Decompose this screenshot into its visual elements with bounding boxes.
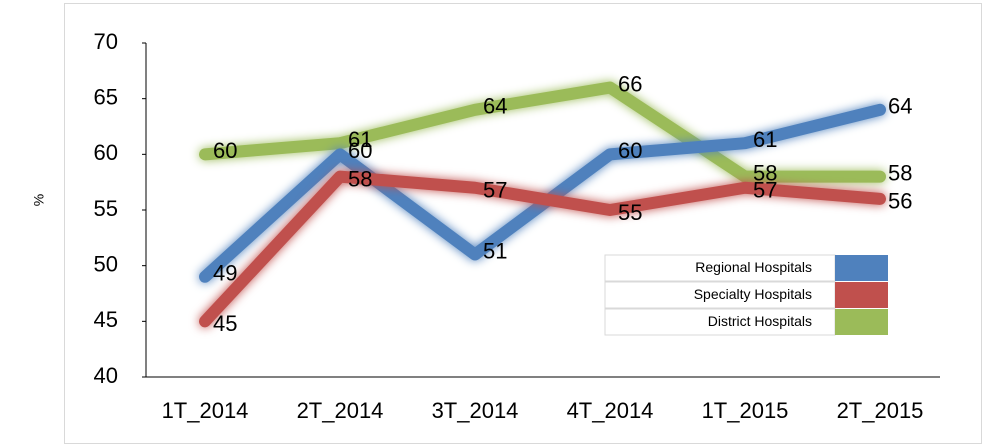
y-tick-label: 55 xyxy=(94,196,118,221)
y-tick-label: 70 xyxy=(94,29,118,54)
data-label: 60 xyxy=(618,138,642,163)
data-label: 49 xyxy=(213,261,237,286)
legend-swatch xyxy=(835,282,888,308)
data-label: 58 xyxy=(753,160,777,185)
x-tick-label: 3T_2014 xyxy=(432,398,519,423)
legend-row xyxy=(604,254,836,282)
legend-swatch xyxy=(835,255,888,281)
data-label: 66 xyxy=(618,71,642,96)
y-axis-label: % xyxy=(31,194,47,206)
data-label: 60 xyxy=(348,138,372,163)
series-line xyxy=(199,170,886,328)
legend-row xyxy=(604,308,836,336)
data-label: 57 xyxy=(483,178,507,203)
data-label: 51 xyxy=(483,238,507,263)
legend-label: District Hospitals xyxy=(708,313,812,329)
data-label: 61 xyxy=(348,127,372,152)
y-tick-label: 65 xyxy=(94,84,118,109)
x-tick-label: 1T_2014 xyxy=(162,398,249,423)
data-label: 60 xyxy=(213,138,237,163)
x-tick-label: 4T_2014 xyxy=(567,398,654,423)
legend-label: Regional Hospitals xyxy=(695,259,812,275)
x-tick-label: 2T_2014 xyxy=(297,398,384,423)
data-label: 57 xyxy=(753,178,777,203)
x-tick-label: 2T_2015 xyxy=(837,398,924,423)
y-tick-label: 50 xyxy=(94,251,118,276)
series-line xyxy=(199,81,886,183)
data-label: 58 xyxy=(348,166,372,191)
y-tick-label: 60 xyxy=(94,140,118,165)
data-label: 55 xyxy=(618,200,642,225)
legend-swatch xyxy=(835,309,888,335)
data-label: 64 xyxy=(888,94,912,119)
data-label: 58 xyxy=(888,160,912,185)
data-label: 45 xyxy=(213,311,237,336)
legend-label: Specialty Hospitals xyxy=(694,286,812,302)
data-label: 61 xyxy=(753,127,777,152)
x-tick-label: 1T_2015 xyxy=(702,398,789,423)
data-label: 56 xyxy=(888,189,912,214)
data-label: 64 xyxy=(483,94,507,119)
y-tick-label: 45 xyxy=(94,307,118,332)
y-tick-label: 40 xyxy=(94,363,118,388)
